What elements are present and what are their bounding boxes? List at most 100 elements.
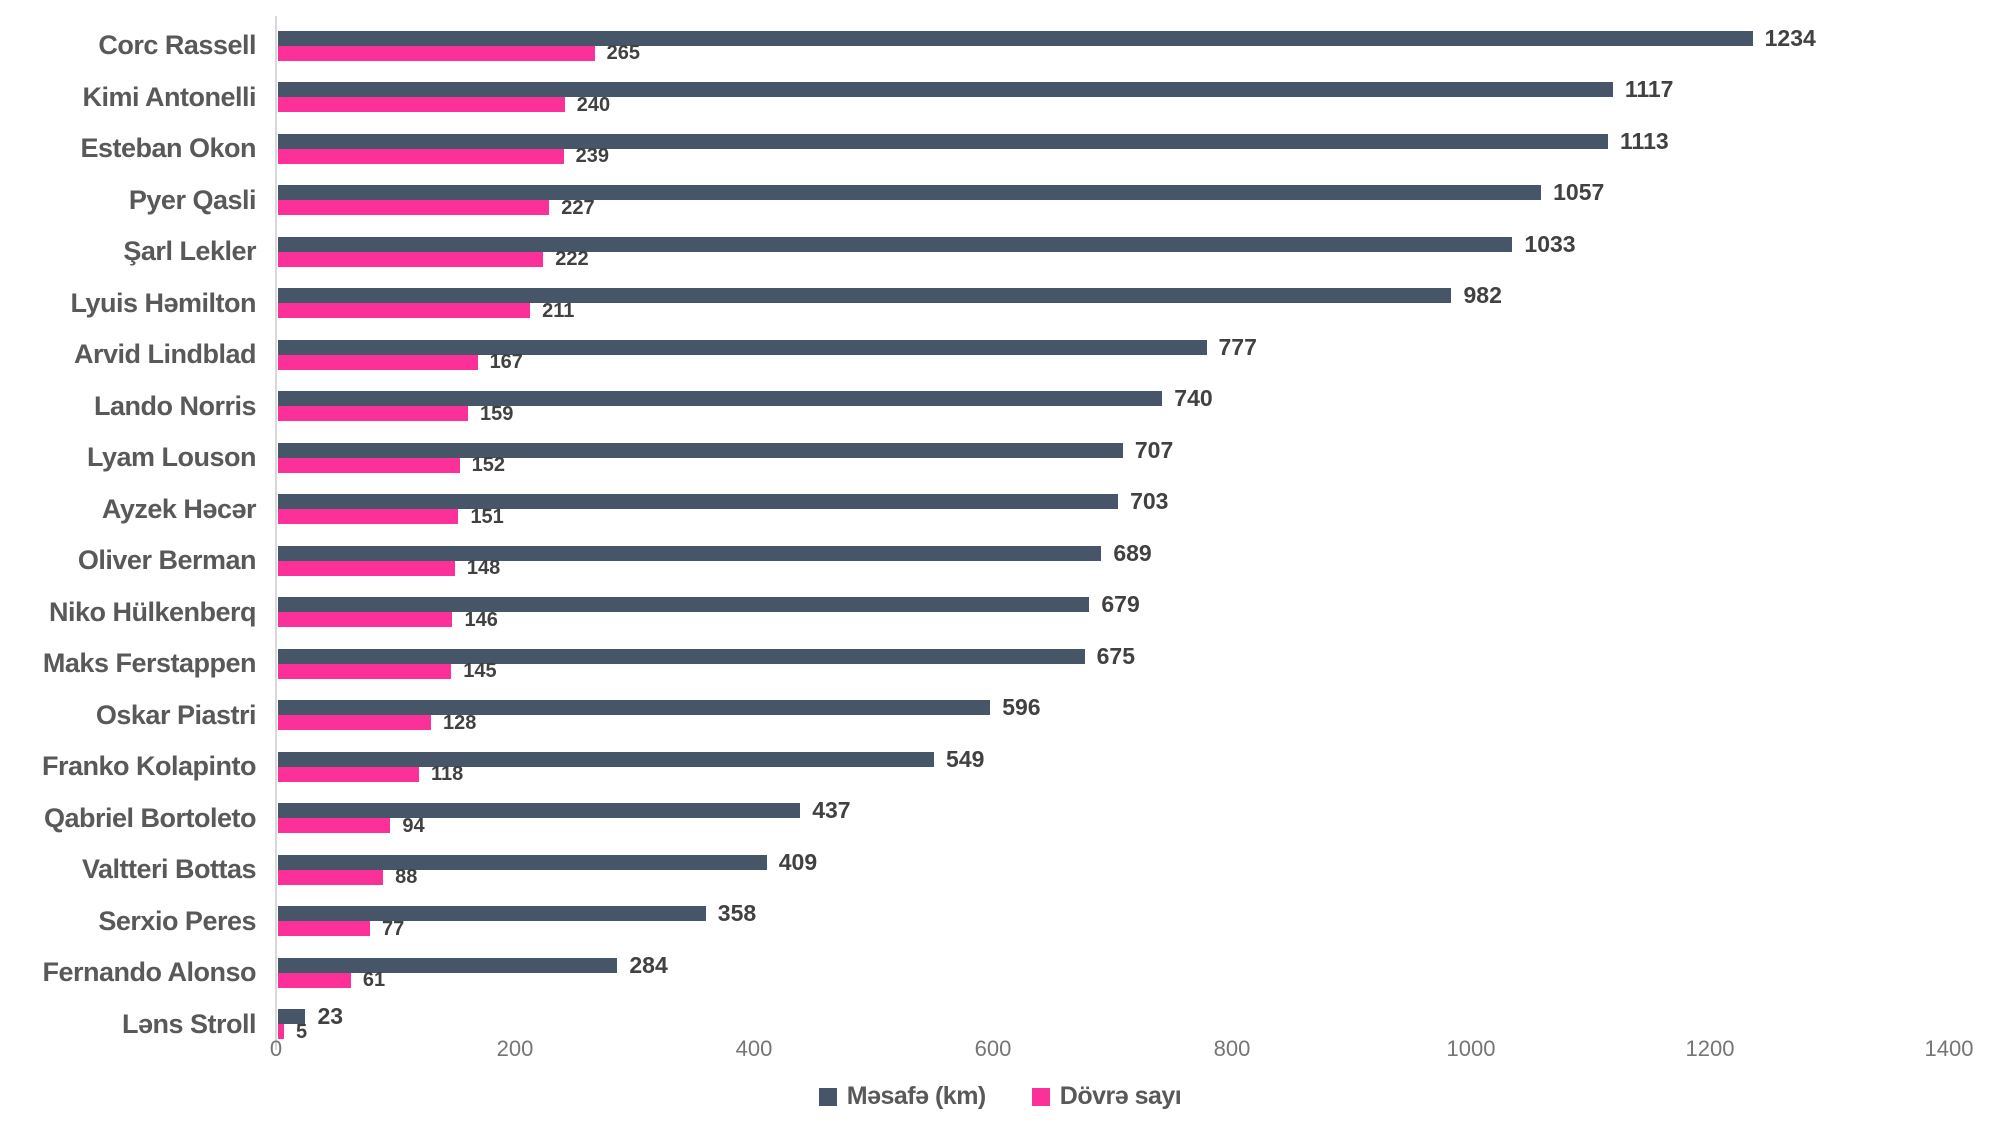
bar-row: 23 [278,1005,1951,1028]
laps-bar [278,457,460,473]
chart-row: Pyer Qasli 1057 227 [0,175,2000,227]
bar-row: 549 [278,747,1951,770]
value-label: 159 [480,402,514,425]
category-label: Lyuis Həmilton [70,287,256,318]
bar-group: 549 118 [278,747,1951,784]
distance-bar [278,133,1609,149]
laps-bar [278,303,531,319]
legend-swatch-icon [818,1087,837,1106]
value-label: 1057 [1553,179,1605,206]
distance-bar [278,288,1452,304]
chart-row: Lyuis Həmilton 982 211 [0,278,2000,330]
bar-row: 679 [278,593,1951,616]
bar-group: 1033 222 [278,232,1951,271]
laps-bar [278,200,550,216]
category-label: Ləns Stroll [121,1008,257,1039]
value-label: 703 [1130,488,1169,515]
value-label: 5 [295,1020,308,1043]
value-label: 1033 [1524,230,1576,257]
distance-bar [278,1009,306,1025]
bar-group: 703 151 [278,490,1951,528]
bar-group: 596 128 [278,696,1951,734]
bar-row: 167 [278,351,1951,374]
bar-group: 777 167 [278,335,1951,374]
laps-bar [278,251,544,267]
distance-bar [278,648,1085,664]
distance-bar [278,82,1613,98]
category-label: Kimi Antonelli [82,81,257,112]
chart-row: Fernando Alonso 284 61 [0,947,2000,999]
distance-bar [278,700,991,716]
laps-bar [278,97,565,113]
bar-row: 211 [278,299,1951,322]
bar-row: 145 [278,661,1951,681]
value-label: 77 [382,917,405,940]
chart-row: Kimi Antonelli 1117 240 [0,72,2000,124]
x-tick-label: 400 [735,1036,773,1061]
value-label: 1234 [1764,24,1816,51]
bar-row: 596 [278,696,1951,719]
bar-group: 1117 240 [278,78,1951,116]
x-tick-label: 800 [1213,1036,1251,1061]
laps-bar [278,1024,284,1040]
value-label: 358 [717,900,757,927]
category-label: Esteban Okon [80,133,256,164]
distance-bar [278,185,1542,201]
distance-bar [278,906,706,922]
bar-row: 61 [278,970,1951,990]
value-label: 151 [470,505,504,528]
plot-area: Corc Rassell 1234 265 Kimi Antonelli 1117 240… [0,20,2000,1050]
category-label: Qabriel Bortoleto [43,802,257,833]
distance-bar [278,854,767,870]
bar-group: 1057 227 [278,181,1951,218]
category-label: Serxio Peres [98,905,256,936]
bar-row: 1033 [278,232,1951,255]
bar-row: 148 [278,558,1951,578]
value-label: 679 [1101,591,1140,618]
bar-row: 409 [278,850,1951,873]
value-label: 549 [946,745,985,772]
x-axis: 0 200 400 600 800 1000 1200 1400 [0,1036,2000,1066]
laps-bar [278,869,384,885]
x-tick-label: 0 [269,1036,283,1061]
bar-row: 227 [278,198,1951,218]
category-label: Lando Norris [93,390,257,421]
category-label: Fernando Alonso [42,957,257,988]
legend-item: Dövrə sayı [1031,1082,1182,1111]
chart-row: Franko Kolapinto 549 118 [0,741,2000,793]
bar-row: 1113 [278,129,1951,152]
chart-row: Serxio Peres 358 77 [0,896,2000,948]
value-label: 23 [317,1003,344,1030]
value-label: 222 [555,248,589,271]
bar-row: 689 [278,541,1951,564]
value-label: 284 [629,951,668,978]
bar-row: 437 [278,799,1951,822]
bar-group: 679 146 [278,593,1951,631]
bar-group: 409 88 [278,850,1951,887]
bar-row: 740 [278,387,1951,410]
value-label: 240 [576,93,611,116]
value-label: 167 [489,351,523,374]
x-tick-label: 1400 [1924,1036,1974,1061]
value-label: 211 [542,299,575,322]
category-label: Arvid Lindblad [74,339,257,370]
value-label: 128 [442,711,477,734]
bar-group: 982 211 [278,284,1951,322]
value-label: 437 [812,797,851,824]
distance-bar [278,751,935,767]
value-label: 740 [1174,385,1213,412]
bar-group: 23 5 [278,1005,1951,1043]
x-tick-label: 600 [974,1036,1012,1061]
laps-bar [278,45,595,61]
chart-row: Qabriel Bortoleto 437 94 [0,793,2000,845]
value-label: 409 [778,848,818,875]
category-label: Pyer Qasli [128,184,257,215]
x-tick-label: 1200 [1685,1036,1735,1061]
distance-bar [278,339,1207,355]
chart-row: Oskar Piastri 596 128 [0,690,2000,742]
laps-bar [278,148,564,164]
laps-bar [278,921,370,937]
value-label: 146 [464,608,498,631]
laps-bar [278,766,419,782]
